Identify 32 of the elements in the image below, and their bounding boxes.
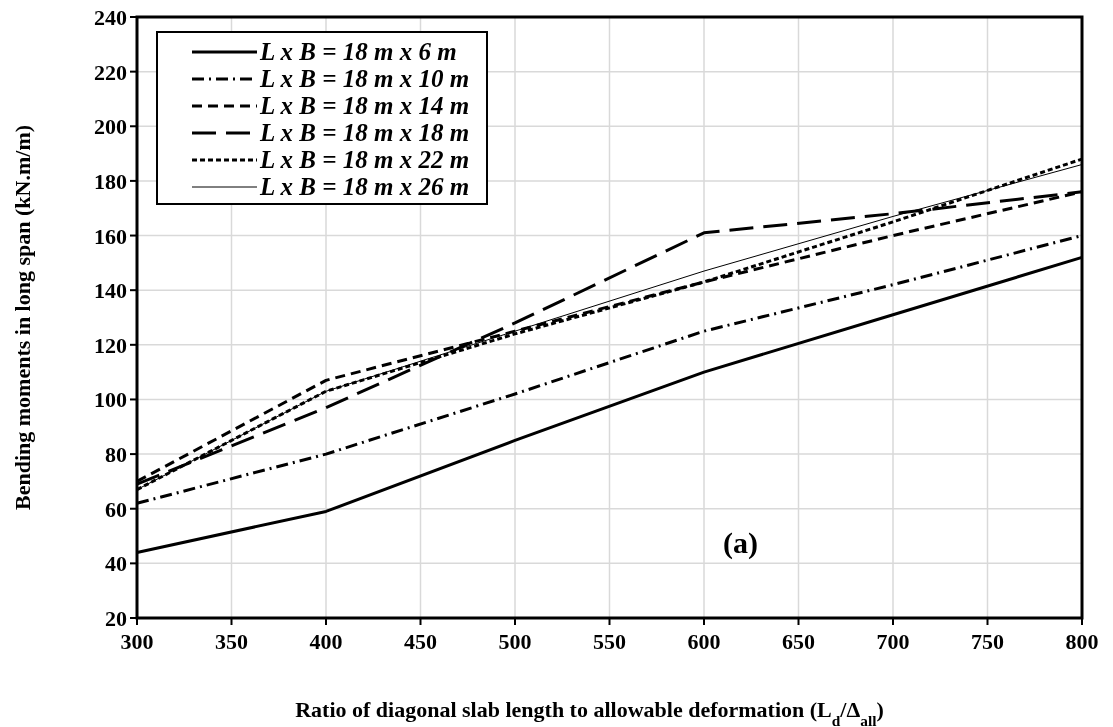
- y-tick-label: 120: [94, 332, 127, 358]
- x-tick-label: 350: [215, 629, 248, 654]
- x-tick-label: 650: [782, 629, 815, 654]
- y-tick-label: 180: [94, 168, 127, 194]
- y-tick-label: 100: [94, 387, 127, 413]
- x-tick-label: 800: [1065, 629, 1099, 654]
- y-tick-label: 200: [94, 114, 127, 140]
- y-tick-label: 140: [94, 278, 127, 304]
- x-tick-label: 550: [593, 629, 626, 654]
- legend-label: L x B = 18 m x 6 m: [259, 38, 457, 65]
- x-tick-label: 400: [309, 629, 343, 654]
- x-axis-title: Ratio of diagonal slab length to allowable deformation (L$_{d}$/Δ$_{all}$): [295, 697, 884, 727]
- y-tick-label: 240: [94, 5, 127, 30]
- x-tick-label: 600: [687, 629, 721, 654]
- x-tick-label: 500: [498, 629, 532, 654]
- y-tick-label: 160: [94, 223, 127, 249]
- y-tick-label: 220: [94, 59, 127, 85]
- y-axis-title: Bending moments in long span (kN.m/m): [10, 124, 35, 511]
- x-tick-label: 700: [876, 629, 910, 654]
- y-tick-label: 40: [105, 551, 127, 577]
- x-tick-label: 450: [404, 629, 437, 654]
- y-tick-label: 80: [105, 442, 127, 468]
- x-tick-label: 750: [971, 629, 1004, 654]
- legend-label: L x B = 18 m x 10 m: [259, 65, 470, 92]
- legend-label: L x B = 18 m x 14 m: [259, 92, 470, 119]
- legend-label: L x B = 18 m x 26 m: [259, 173, 470, 200]
- y-tick-label: 20: [105, 606, 127, 631]
- y-tick-label: 60: [105, 496, 127, 522]
- legend-label: L x B = 18 m x 22 m: [259, 146, 470, 173]
- annotation: (a): [722, 526, 758, 560]
- x-tick-label: 300: [120, 629, 154, 654]
- legend-label: L x B = 18 m x 18 m: [259, 119, 470, 146]
